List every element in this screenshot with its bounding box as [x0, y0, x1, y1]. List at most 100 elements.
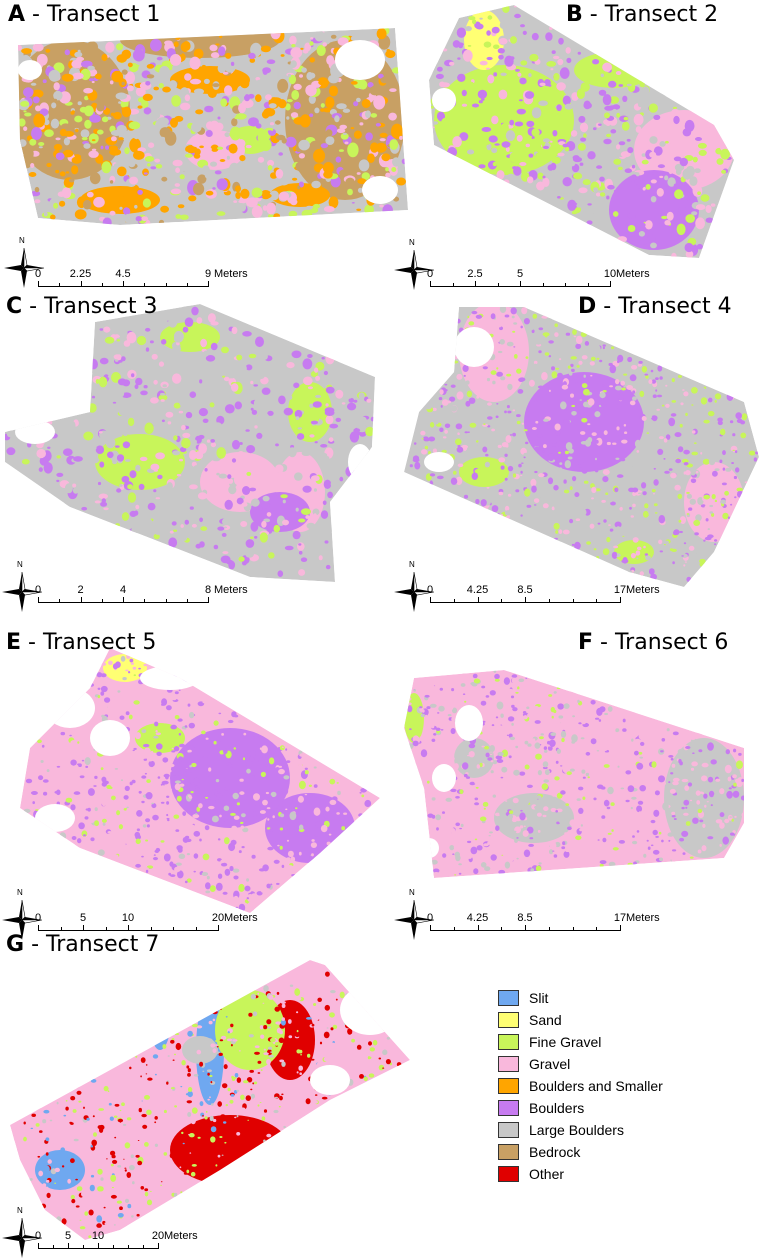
map-speckle [615, 501, 621, 509]
map-speckle [145, 794, 148, 796]
map-speckle [382, 1049, 388, 1056]
map-speckle [267, 165, 273, 171]
map-speckle [53, 82, 60, 91]
map-speckle [609, 528, 614, 532]
map-speckle [325, 415, 334, 425]
map-speckle [683, 799, 690, 806]
map-speckle [685, 806, 688, 809]
map-speckle [45, 1137, 50, 1142]
map-speckle [160, 785, 165, 790]
map-speckle [129, 752, 136, 757]
map-speckle [193, 1074, 199, 1077]
map-speckle [468, 743, 476, 749]
map-speckle [72, 487, 79, 494]
map-speckle [235, 191, 241, 199]
map-speckle [695, 204, 706, 211]
map-speckle [123, 1158, 125, 1160]
map-speckle [126, 1117, 132, 1121]
map-speckle [221, 532, 227, 537]
map-speckle [468, 81, 474, 88]
map-speckle [210, 342, 218, 351]
map-speckle [710, 203, 716, 207]
compass-rose-icon [394, 571, 435, 612]
map-speckle [296, 1071, 299, 1074]
map-speckle [339, 124, 348, 130]
map-speckle [311, 782, 314, 785]
map-speckle [56, 472, 64, 477]
map-speckle [152, 814, 159, 821]
map-speckle [150, 330, 161, 339]
map-speckle [571, 335, 574, 339]
map-speckle [701, 845, 707, 852]
map-speckle [535, 340, 541, 345]
map-speckle [490, 453, 494, 457]
map-speckle [53, 1150, 59, 1155]
map-speckle [525, 677, 528, 679]
map-speckle [108, 394, 118, 402]
map-speckle [608, 798, 614, 802]
map-speckle [35, 1123, 40, 1127]
map-speckle [428, 823, 435, 827]
map-speckle [482, 801, 489, 807]
map-speckle [641, 816, 647, 822]
map-speckle [494, 678, 500, 682]
map-speckle [212, 787, 216, 791]
map-speckle [534, 446, 540, 451]
map-speckle [296, 433, 305, 440]
map-speckle [314, 107, 320, 114]
map-speckle [597, 839, 600, 841]
map-speckle [695, 772, 702, 780]
map-speckle [376, 28, 387, 40]
map-speckle [499, 326, 503, 331]
map-speckle [645, 486, 648, 489]
map-speckle [199, 1101, 204, 1107]
map-speckle [660, 750, 664, 753]
map-speckle [553, 859, 557, 863]
legend-swatch [498, 1122, 519, 1138]
scale-tick [430, 925, 431, 931]
map-speckle [424, 687, 427, 690]
map-speckle [260, 1034, 265, 1039]
map-speckle [620, 787, 625, 790]
map-speckle [641, 775, 646, 779]
map-speckle [317, 997, 323, 1002]
map-speckle [638, 231, 645, 237]
map-speckle [237, 139, 246, 148]
map-speckle [340, 132, 349, 140]
map-speckle [521, 307, 528, 315]
map-speckle [161, 698, 168, 706]
map-speckle [701, 775, 708, 782]
map-speckle [298, 543, 302, 546]
map-speckle [175, 214, 182, 219]
map-speckle [199, 379, 203, 384]
map-speckle [177, 1038, 181, 1041]
map-speckle [188, 768, 196, 773]
map-speckle [416, 471, 423, 477]
map-speckle [116, 339, 121, 342]
map-speckle [345, 450, 351, 454]
map-speckle [225, 213, 231, 219]
map-speckle [269, 190, 279, 201]
scale-label: 0 [426, 268, 434, 280]
map-speckle [692, 752, 695, 754]
map-speckle [94, 500, 101, 504]
map-speckle [598, 789, 601, 792]
scale-label: 5 [516, 268, 524, 280]
map-speckle [535, 773, 538, 776]
map-speckle [189, 391, 197, 398]
map-speckle [661, 839, 664, 843]
map-speckle [529, 713, 534, 718]
map-speckle [643, 853, 647, 858]
map-speckle [528, 73, 532, 78]
map-speckle [472, 673, 478, 679]
map-speckle [153, 489, 157, 493]
map-speckle [320, 510, 329, 519]
map-speckle [35, 809, 39, 811]
map-speckle [529, 53, 539, 62]
scale-tick [38, 281, 39, 287]
map-speckle [342, 108, 351, 113]
map-speckle [126, 806, 129, 809]
map-speckle [636, 450, 640, 453]
map-speckle [562, 381, 567, 387]
map-speckle [686, 513, 689, 515]
